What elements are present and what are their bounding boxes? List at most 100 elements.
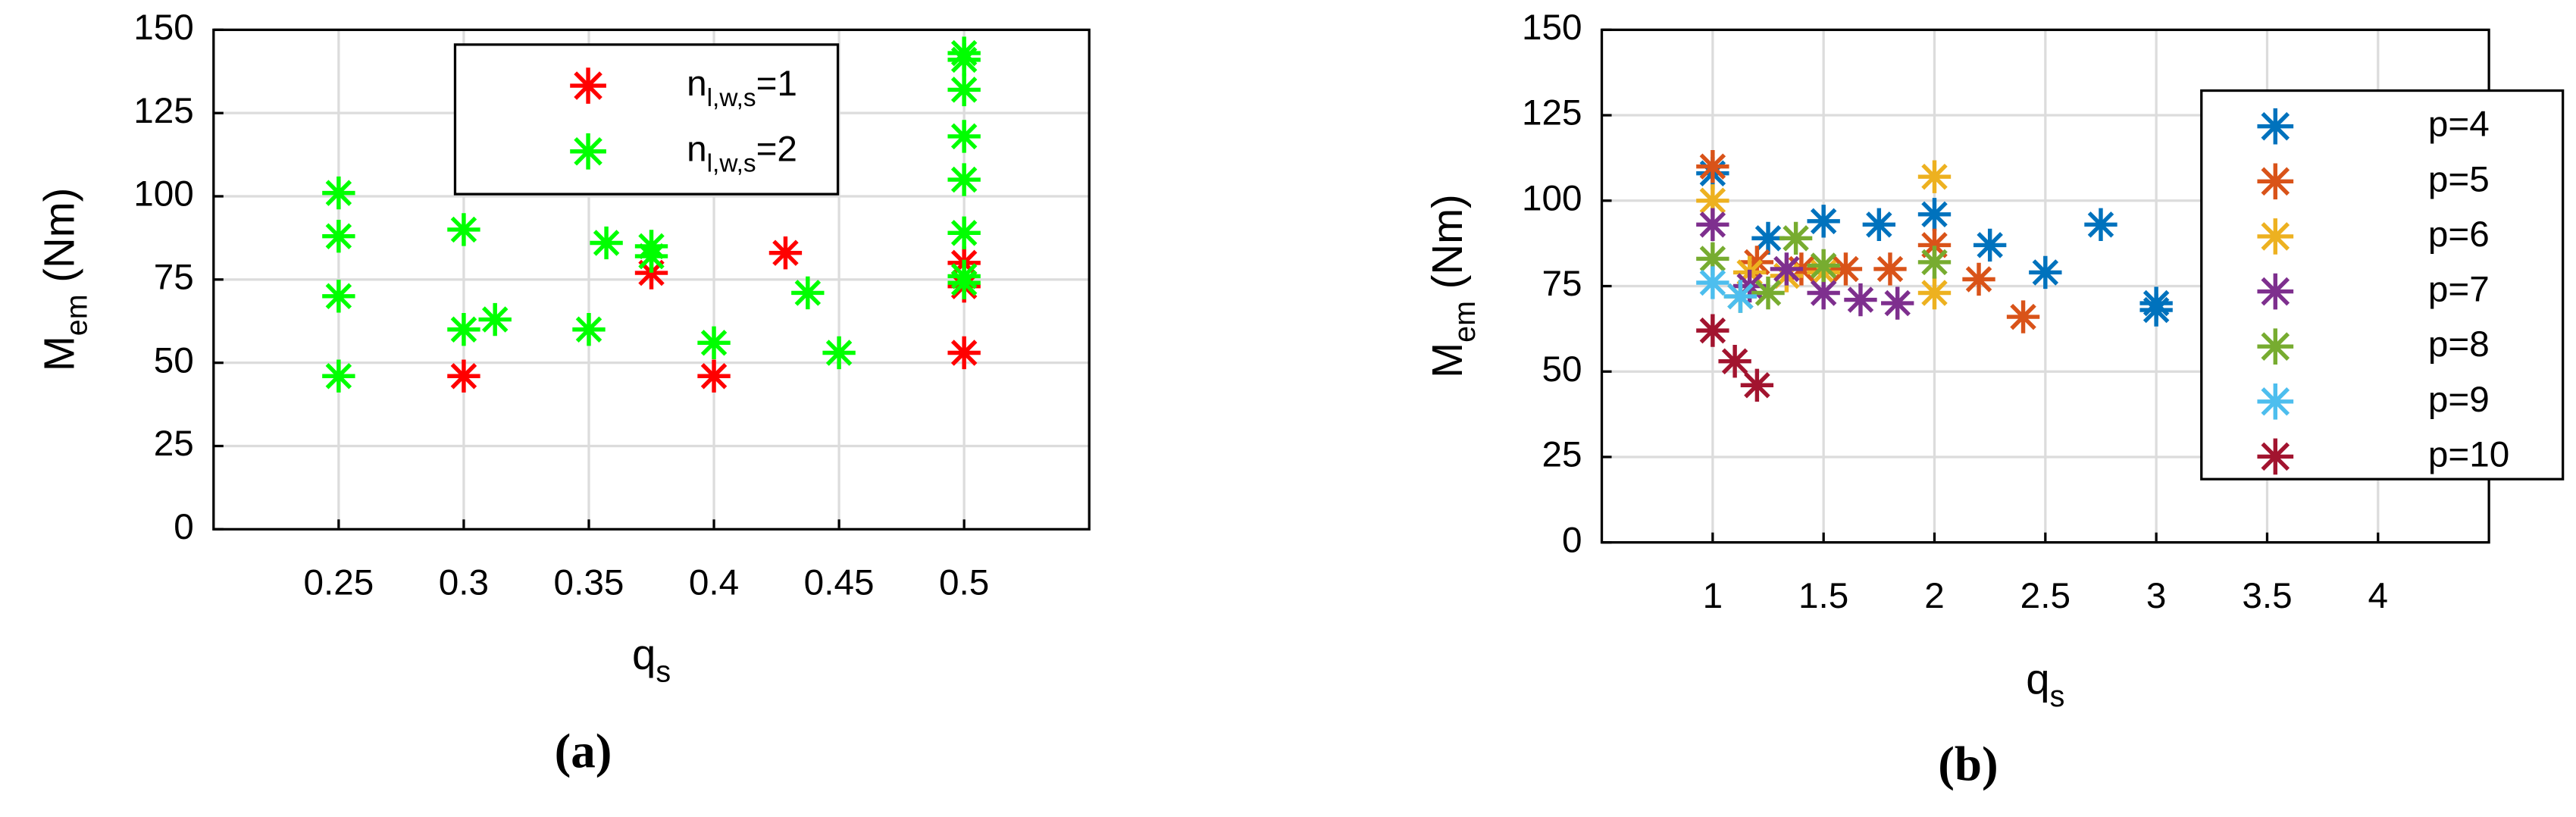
legend-marker (2257, 383, 2294, 420)
label: Mem (Nm) (1423, 194, 1482, 378)
marker (1807, 276, 1840, 310)
label-subscript: s (656, 656, 671, 689)
marker (1973, 228, 2007, 262)
x-tick-label: 1.5 (1798, 576, 1848, 616)
label-subscript: em (1449, 301, 1482, 343)
marker (1917, 246, 1952, 279)
marker (322, 176, 355, 210)
y-tick-label: 0 (174, 507, 194, 547)
marker (322, 220, 355, 253)
label: p=8 (2428, 324, 2490, 365)
label-subscript: em (61, 294, 94, 336)
legend-marker (2257, 108, 2294, 145)
marker (1829, 252, 1863, 286)
y-tick-label: 125 (1522, 93, 1582, 133)
label: p=7 (2428, 269, 2490, 309)
y-tick-label: 50 (1542, 349, 1582, 390)
marker (1917, 276, 1952, 310)
y-tick-label: 100 (133, 174, 194, 214)
marker (697, 359, 731, 393)
marker (1696, 184, 1729, 218)
label-part: =2 (756, 129, 797, 169)
label-part: M (1423, 343, 1471, 378)
marker (1917, 160, 1952, 193)
marker (634, 230, 668, 263)
caption: (a) (555, 724, 612, 778)
label-part: M (35, 336, 83, 371)
marker (2006, 300, 2040, 333)
marker (1696, 314, 1729, 347)
axes-box (212, 28, 1091, 531)
label-part: p=7 (2428, 269, 2490, 309)
label-part: (Nm) (35, 188, 83, 295)
marker (1751, 276, 1785, 310)
legend-marker (2257, 273, 2294, 310)
x-tick-label: 3 (2146, 576, 2167, 616)
label-part: n (687, 64, 707, 104)
marker (1807, 249, 1840, 283)
marker (947, 163, 981, 196)
label-part: p=6 (2428, 214, 2490, 255)
marker (2029, 255, 2062, 290)
label-part: n (687, 129, 707, 169)
label: nl,w,s=1 (687, 64, 797, 113)
label: qs (2026, 655, 2064, 714)
legend: nl,w,s=1nl,w,s=2 (453, 43, 840, 196)
marker (697, 326, 731, 359)
marker (447, 359, 480, 393)
x-tick-label: 2 (1924, 576, 1945, 616)
x-tick-label: 0.25 (303, 563, 374, 603)
marker (947, 120, 981, 153)
marker (572, 313, 606, 346)
marker (1779, 221, 1813, 255)
legend-marker (2257, 163, 2294, 200)
y-tick-label: 150 (133, 8, 194, 48)
label: p=10 (2428, 434, 2509, 474)
label: qs (632, 630, 671, 689)
x-tick-label: 0.5 (939, 563, 989, 603)
marker (1770, 252, 1804, 286)
y-tick-label: 75 (1542, 264, 1582, 304)
label-subscript: l,w,s (707, 84, 756, 112)
marker (947, 73, 981, 107)
label-part: q (2026, 655, 2049, 703)
x-tick-label: 3.5 (2242, 576, 2292, 616)
label-part: q (632, 630, 656, 678)
marker (768, 236, 803, 270)
marker (1696, 266, 1729, 299)
label-part: p=4 (2428, 104, 2490, 144)
x-tick-label: 0.4 (689, 563, 739, 603)
x-tick-label: 0.3 (439, 563, 489, 603)
marker (590, 226, 623, 260)
marker (1917, 198, 1952, 231)
marker (2139, 286, 2173, 320)
label-part: (Nm) (1423, 194, 1471, 301)
legend-box (453, 43, 840, 196)
x-tick-label: 0.45 (804, 563, 875, 603)
y-tick-label: 75 (154, 257, 194, 297)
legend-marker (570, 133, 606, 170)
marker (947, 36, 981, 70)
legend-marker (2257, 218, 2294, 255)
caption: (b) (1938, 737, 1998, 792)
marker (2084, 208, 2117, 242)
y-tick-label: 150 (1522, 8, 1582, 48)
marker (947, 259, 981, 293)
marker (1718, 345, 1751, 378)
marker (1696, 208, 1729, 242)
marker (1873, 252, 1907, 286)
label-part: p=8 (2428, 324, 2490, 365)
marker (1696, 242, 1729, 276)
legend-box (2200, 89, 2565, 480)
marker (447, 313, 480, 346)
marker (1723, 280, 1758, 313)
legend-marker (2257, 438, 2294, 475)
marker (947, 336, 981, 370)
marker (822, 336, 856, 370)
label: p=6 (2428, 214, 2490, 255)
y-tick-label: 25 (1542, 435, 1582, 475)
x-tick-label: 2.5 (2020, 576, 2071, 616)
marker (1962, 262, 1995, 296)
